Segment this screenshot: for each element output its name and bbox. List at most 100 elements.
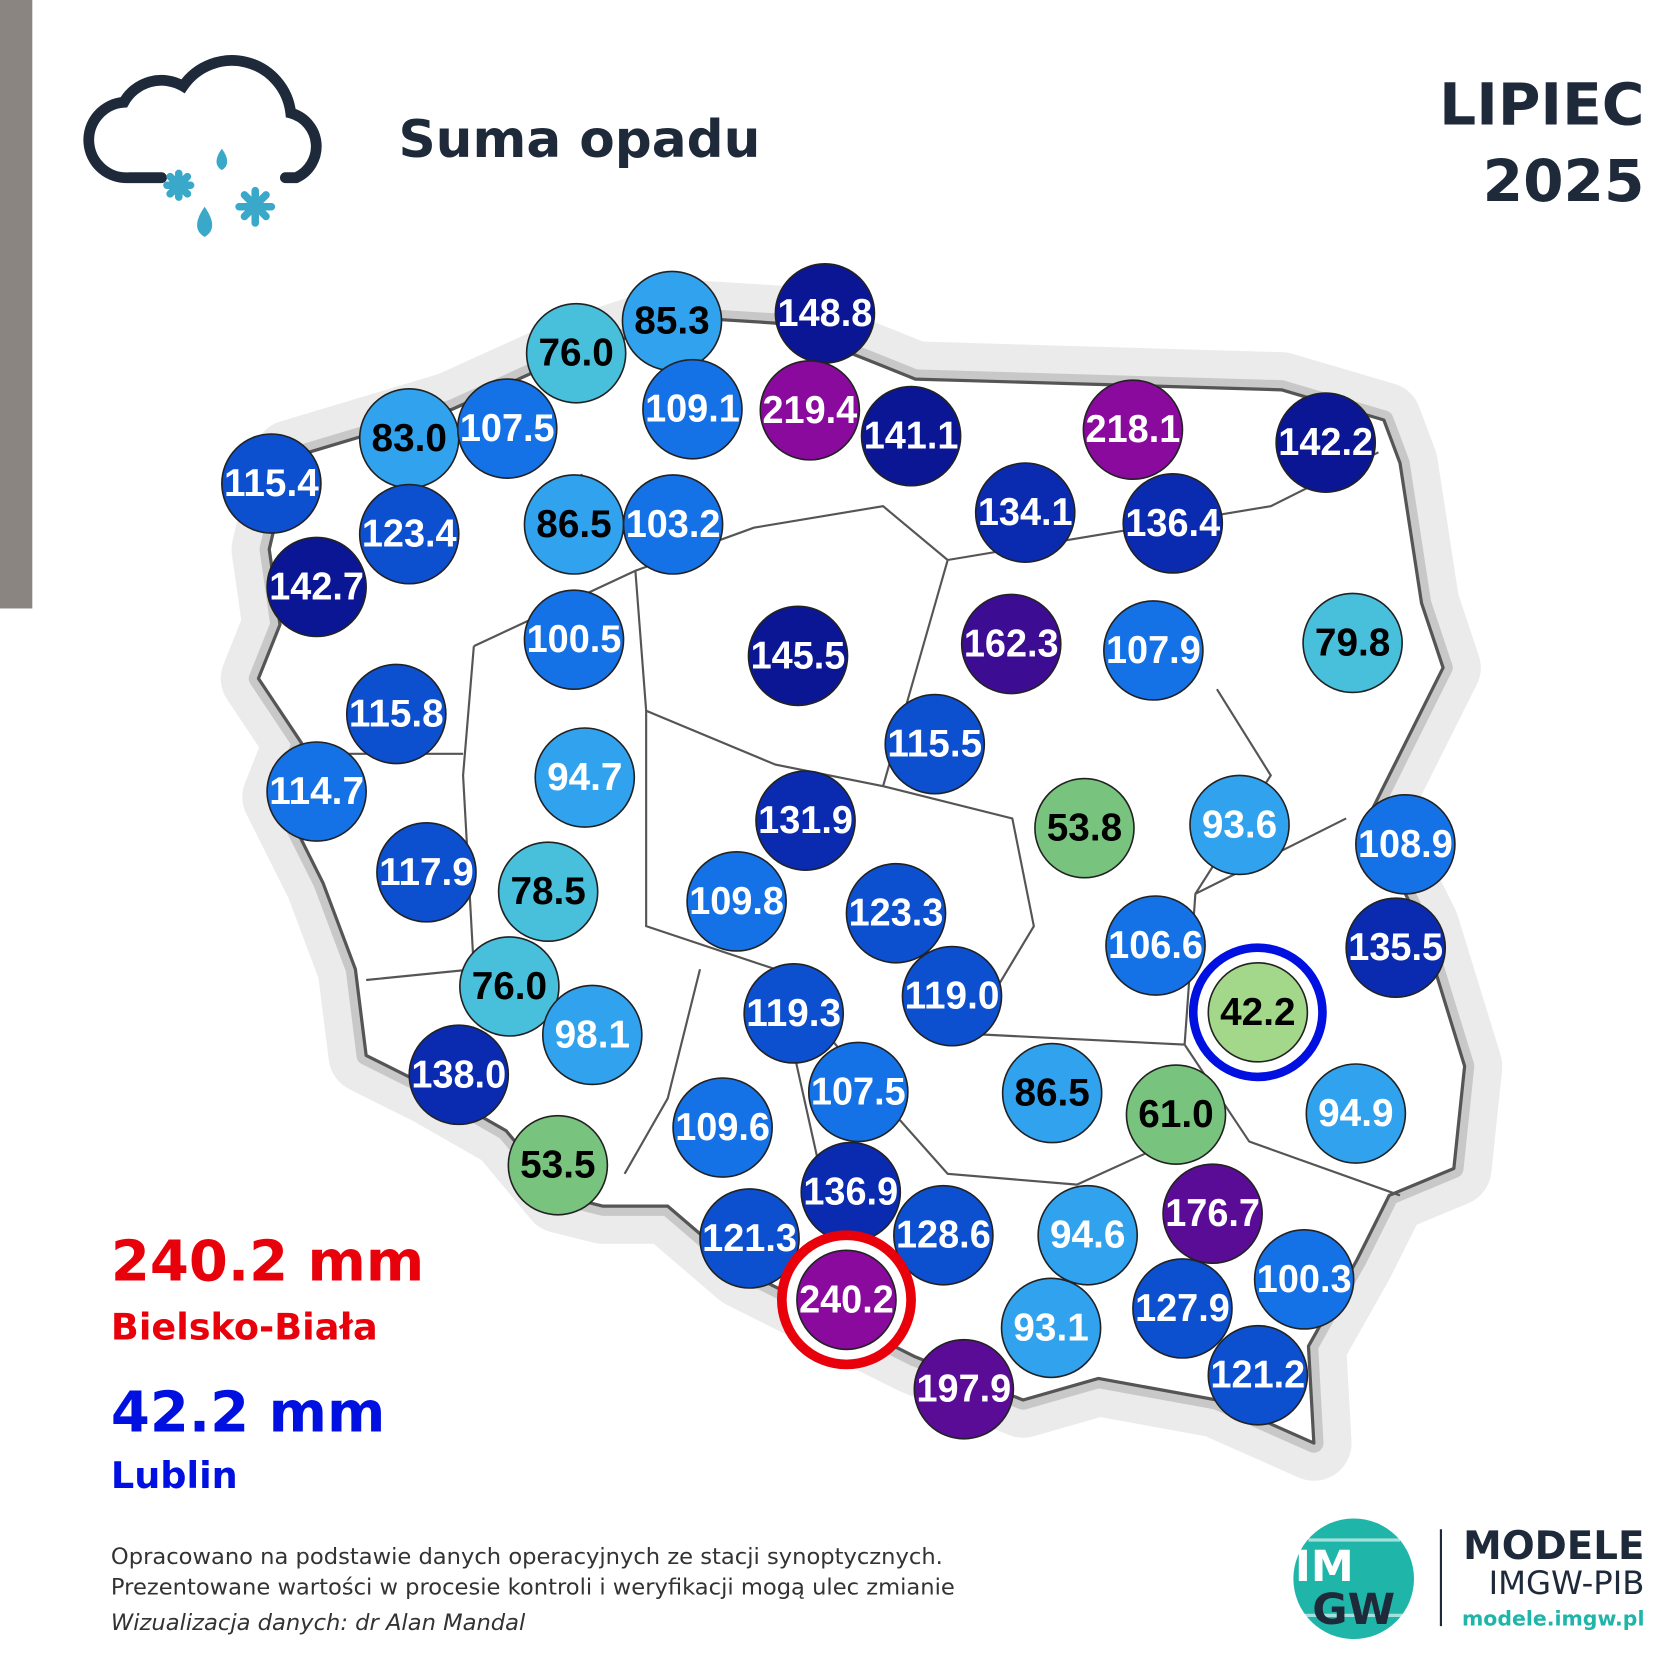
station-value: 42.2 bbox=[1220, 991, 1295, 1034]
station-marker bbox=[459, 936, 560, 1037]
station-value: 106.6 bbox=[1108, 924, 1203, 967]
station-value: 114.7 bbox=[269, 770, 364, 813]
station-value: 176.7 bbox=[1165, 1192, 1260, 1235]
station: 123.4 bbox=[358, 483, 460, 585]
station: 61.0 bbox=[1125, 1064, 1227, 1165]
station-marker bbox=[1001, 1042, 1103, 1144]
station: 138.0 bbox=[408, 1024, 510, 1126]
station-value: 142.7 bbox=[269, 565, 364, 608]
station-value: 86.5 bbox=[536, 503, 611, 546]
station: 134.1 bbox=[974, 462, 1076, 563]
station-value: 94.6 bbox=[1050, 1214, 1125, 1257]
station-value: 103.2 bbox=[626, 503, 721, 546]
station: 135.5 bbox=[1345, 897, 1447, 999]
station-value: 136.9 bbox=[803, 1171, 898, 1214]
station-marker bbox=[221, 433, 322, 534]
station-value: 138.0 bbox=[411, 1053, 506, 1096]
station-value: 131.9 bbox=[758, 799, 853, 842]
station-value: 117.9 bbox=[379, 851, 474, 894]
logo-org: IMGW-PIB bbox=[1489, 1564, 1645, 1602]
station: 109.8 bbox=[686, 851, 787, 952]
station-value: 94.7 bbox=[547, 756, 622, 799]
logo-mark: GW bbox=[1312, 1585, 1395, 1635]
station-marker bbox=[747, 605, 849, 707]
station-value: 107.5 bbox=[811, 1071, 906, 1114]
station: 123.3 bbox=[845, 862, 947, 964]
station: 100.3 bbox=[1253, 1229, 1355, 1330]
station: 109.6 bbox=[672, 1077, 773, 1178]
station-marker bbox=[376, 821, 477, 923]
station-marker bbox=[345, 663, 447, 765]
logo-url: modele.imgw.pl bbox=[1462, 1607, 1645, 1631]
station: 128.6 bbox=[893, 1184, 994, 1286]
station-value: 123.3 bbox=[849, 892, 944, 935]
station: 127.9 bbox=[1132, 1258, 1233, 1359]
station-marker bbox=[755, 770, 856, 871]
station: 148.8 bbox=[774, 263, 876, 364]
station-marker bbox=[1275, 392, 1377, 493]
station-marker bbox=[1122, 473, 1224, 574]
station-value: 219.4 bbox=[762, 389, 857, 432]
station-marker bbox=[1207, 961, 1309, 1063]
max-station: Bielsko-Biała bbox=[111, 1305, 378, 1348]
station: 98.1 bbox=[541, 984, 643, 1086]
station-value: 76.0 bbox=[538, 332, 613, 375]
station: 108.9 bbox=[1355, 793, 1456, 895]
station: 42.2 bbox=[1188, 943, 1327, 1082]
station: 94.9 bbox=[1305, 1063, 1407, 1164]
min-value: 42.2 mm bbox=[111, 1380, 385, 1445]
station-marker bbox=[743, 963, 845, 1064]
station: 115.5 bbox=[884, 693, 986, 795]
station-value: 135.5 bbox=[1348, 926, 1443, 969]
station: 142.2 bbox=[1275, 392, 1377, 493]
station-value: 109.1 bbox=[645, 388, 740, 431]
station-value: 107.9 bbox=[1106, 629, 1201, 672]
station: 115.4 bbox=[221, 433, 322, 534]
station: 121.2 bbox=[1207, 1324, 1309, 1426]
station-value: 141.1 bbox=[864, 415, 959, 458]
station: 141.1 bbox=[860, 385, 962, 487]
station-value: 53.8 bbox=[1047, 807, 1122, 850]
station-value: 115.8 bbox=[349, 693, 444, 736]
station-value: 100.5 bbox=[527, 618, 622, 661]
station-value: 142.2 bbox=[1278, 421, 1373, 464]
station: 121.3 bbox=[699, 1188, 800, 1289]
station: 100.5 bbox=[523, 589, 625, 691]
station-value: 115.5 bbox=[887, 723, 982, 766]
station: 117.9 bbox=[376, 821, 477, 923]
logo-name: MODELE bbox=[1463, 1524, 1644, 1569]
station-marker bbox=[358, 483, 460, 585]
station-value: 61.0 bbox=[1138, 1093, 1213, 1136]
weather-icon bbox=[83, 55, 322, 237]
station: 119.3 bbox=[743, 963, 845, 1064]
station-marker bbox=[699, 1188, 800, 1289]
station-value: 93.6 bbox=[1202, 803, 1277, 846]
station: 131.9 bbox=[755, 770, 856, 871]
station-value: 115.4 bbox=[224, 462, 319, 505]
station-marker bbox=[1302, 592, 1403, 694]
footer-line: Prezentowane wartości w procesie kontrol… bbox=[111, 1574, 955, 1600]
station-marker bbox=[759, 359, 861, 461]
station-marker bbox=[1253, 1229, 1355, 1330]
station: 78.5 bbox=[497, 841, 599, 943]
station-value: 100.3 bbox=[1257, 1258, 1352, 1301]
station-marker bbox=[1305, 1063, 1407, 1164]
station-marker bbox=[525, 302, 627, 404]
station-marker bbox=[807, 1041, 909, 1143]
station-value: 128.6 bbox=[896, 1214, 991, 1257]
station-value: 76.0 bbox=[472, 965, 547, 1008]
station-value: 53.5 bbox=[520, 1144, 595, 1187]
logo-mark: IM bbox=[1295, 1542, 1354, 1592]
station-value: 136.4 bbox=[1125, 502, 1220, 545]
credit: Wizualizacja danych: dr Alan Mandal bbox=[111, 1610, 526, 1636]
station-marker bbox=[507, 1114, 609, 1216]
station-marker bbox=[266, 741, 367, 842]
station-marker bbox=[901, 945, 1003, 1047]
footer-line: Opracowano na podstawie danych operacyjn… bbox=[111, 1544, 943, 1570]
year: 2025 bbox=[1483, 147, 1645, 215]
station: 115.8 bbox=[345, 663, 447, 765]
station-value: 127.9 bbox=[1135, 1287, 1230, 1330]
station-value: 109.6 bbox=[675, 1106, 770, 1149]
